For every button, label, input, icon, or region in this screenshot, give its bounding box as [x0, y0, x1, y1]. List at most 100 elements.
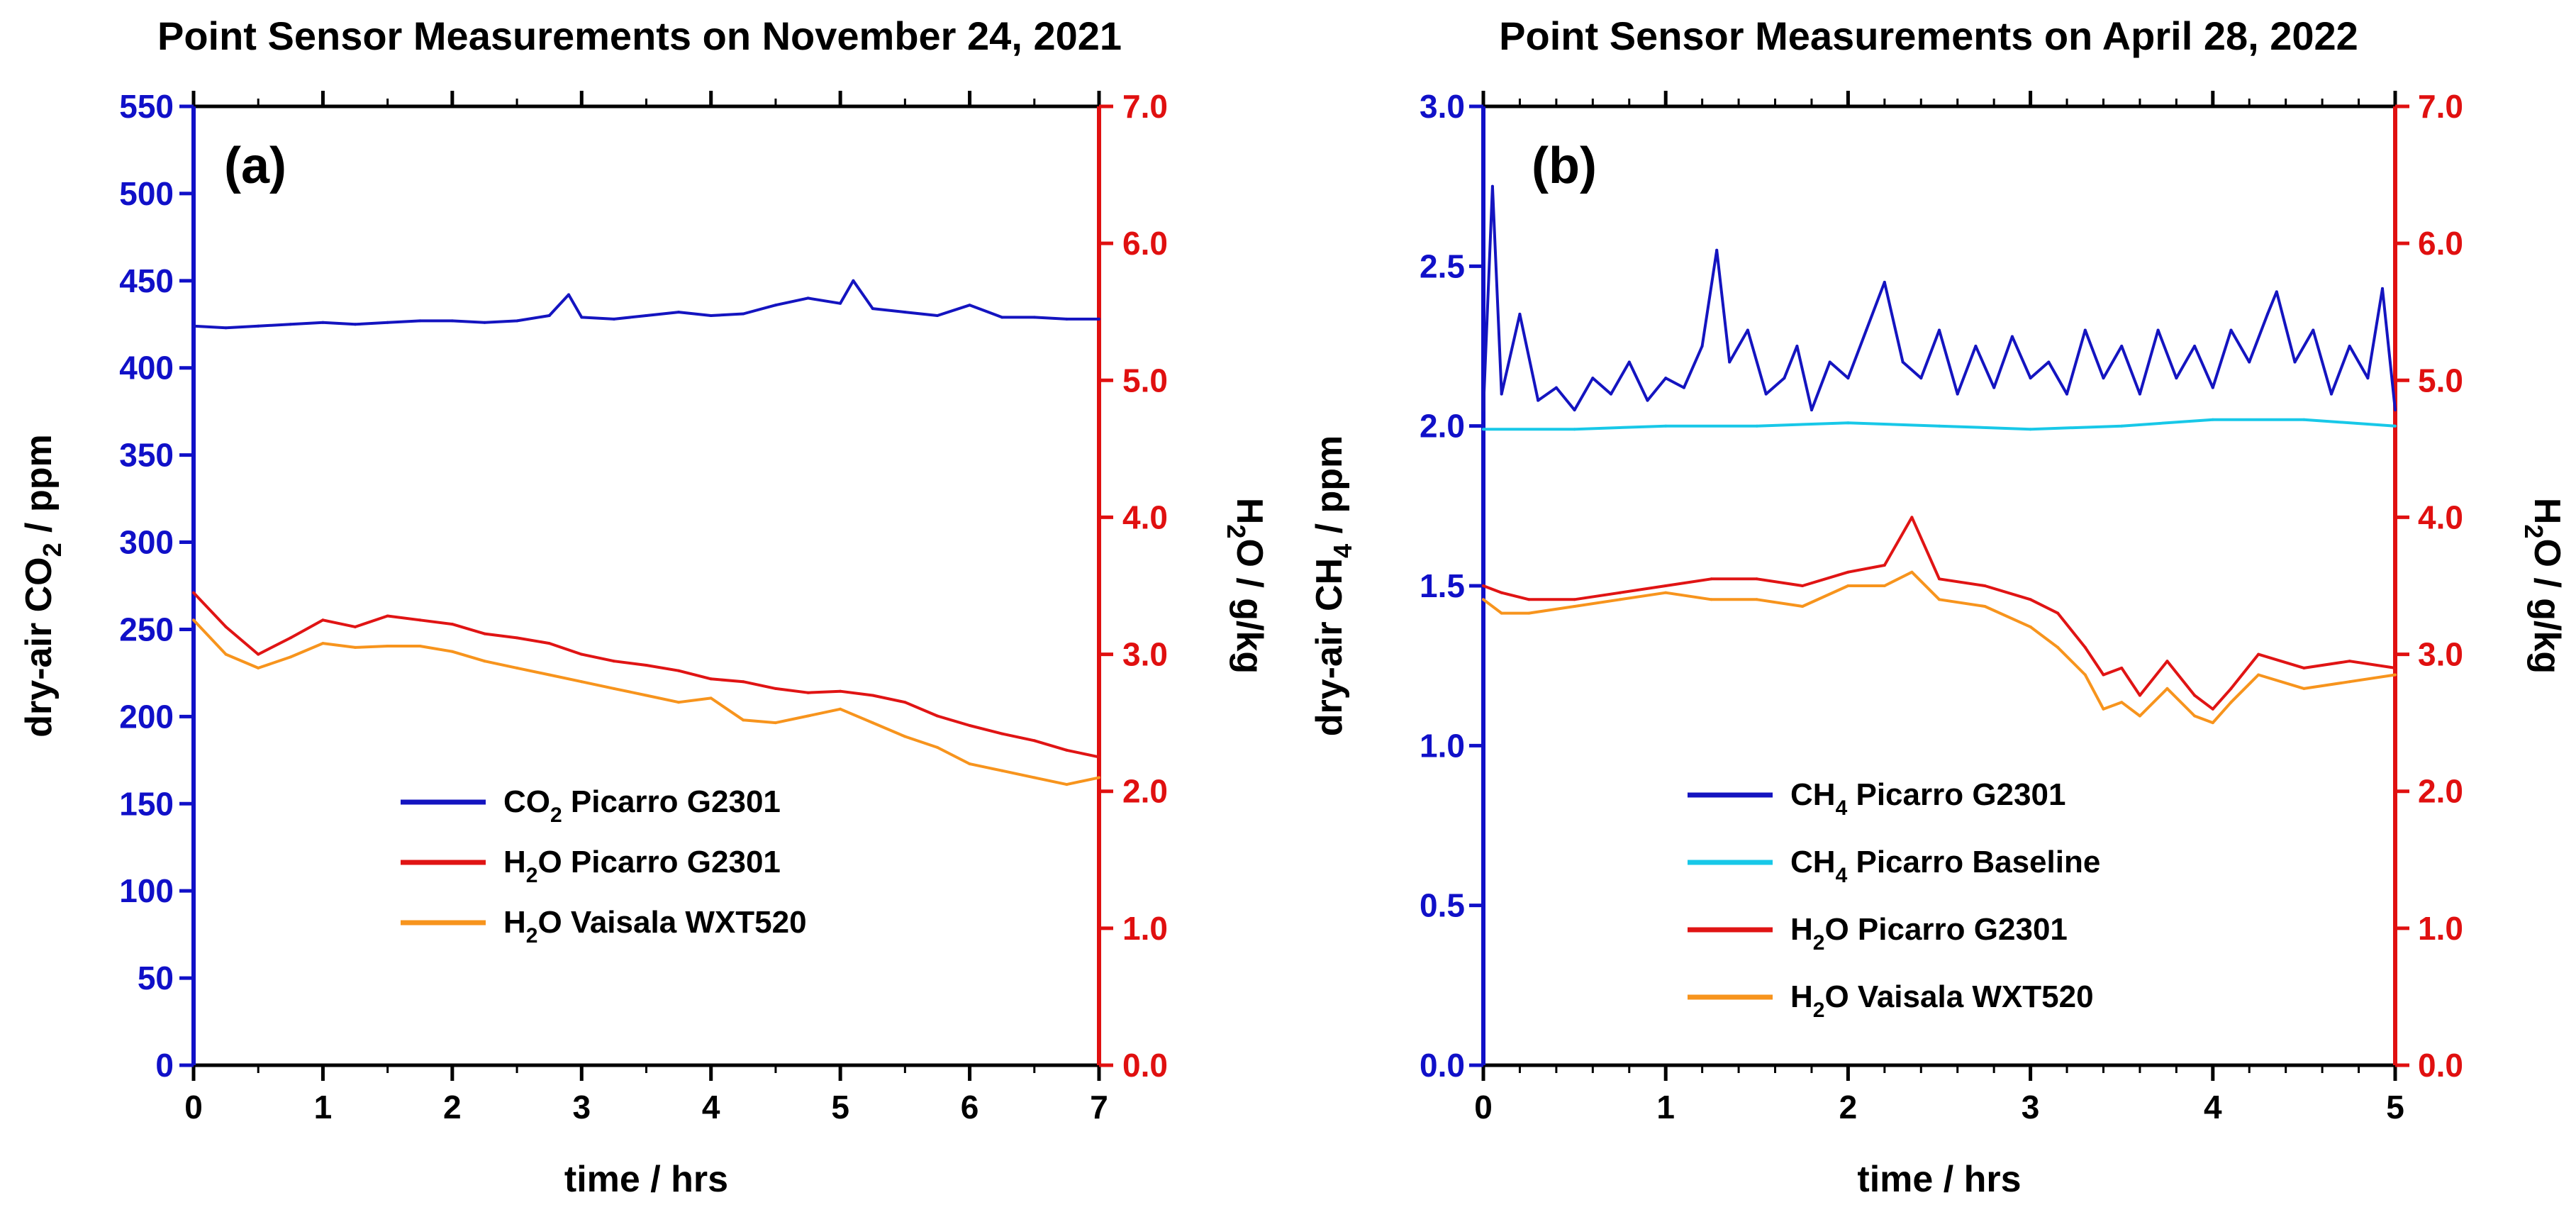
legend-entry-subscript: 4 [1836, 864, 1848, 887]
data-point-ch4 [2229, 328, 2233, 332]
legend-entry-part1: H [1790, 979, 1813, 1014]
series-line-h2o_vaisala [1482, 570, 2396, 725]
data-point-ch4 [2193, 345, 2197, 348]
data-point-ch4 [1938, 328, 1941, 332]
legend-entry-subscript: 2 [526, 864, 538, 887]
data-point-h2o_picarro [1573, 598, 1576, 601]
data-point-h2o_picarro [1000, 732, 1004, 735]
data-point-h2o_vaisala [2302, 687, 2306, 690]
data-point-h2o_picarro [774, 687, 777, 690]
x-tick-label: 2 [1839, 1089, 1858, 1126]
data-point-baseline [2120, 424, 2124, 428]
data-point-co2 [806, 296, 810, 300]
y-left-tick-label: 550 [119, 88, 174, 125]
chart-title: Point Sensor Measurements on November 24… [157, 13, 1122, 58]
data-point-h2o_vaisala [1910, 570, 1914, 574]
x-tick-label: 5 [2386, 1089, 2404, 1126]
data-point-co2 [677, 311, 681, 314]
data-point-h2o_vaisala [2056, 645, 2060, 649]
data-point-ch4 [1715, 248, 1719, 252]
series-line-co2 [193, 279, 1099, 330]
data-point-baseline [1482, 428, 1485, 431]
data-point-ch4 [1537, 399, 1540, 402]
x-tick-label: 3 [2022, 1089, 2040, 1126]
data-point-h2o_vaisala [1482, 598, 1485, 601]
data-point-co2 [1032, 316, 1036, 319]
data-point-h2o_vaisala [871, 721, 874, 725]
data-point-co2 [871, 307, 874, 311]
data-point-co2 [354, 323, 357, 326]
x-tick-label: 2 [443, 1089, 462, 1126]
data-point-ch4 [2175, 377, 2178, 380]
data-point-ch4 [2138, 392, 2141, 396]
data-point-h2o_picarro [1938, 577, 1941, 581]
data-point-h2o_picarro [547, 642, 551, 645]
y-right-tick-label: 7.0 [1122, 88, 1168, 125]
y-left-tick-label: 200 [119, 698, 174, 735]
y-right-tick-label: 4.0 [2418, 499, 2463, 535]
y-right-axis-label-part1: H [1229, 498, 1270, 525]
data-point-h2o_vaisala [2165, 687, 2169, 690]
data-point-h2o_picarro [2302, 666, 2306, 669]
data-point-h2o_picarro [1910, 516, 1914, 519]
data-point-co2 [742, 312, 745, 316]
data-point-baseline [2211, 418, 2214, 421]
y-right-axis-label: H2O / g/kg [2519, 498, 2567, 674]
data-point-ch4 [2010, 335, 2014, 338]
data-point-h2o_picarro [2120, 666, 2124, 669]
data-point-h2o_vaisala [450, 650, 454, 653]
data-point-h2o_vaisala [2257, 673, 2260, 677]
data-point-h2o_vaisala [2193, 714, 2197, 718]
legend-entry: H2O Vaisala WXT520 [503, 905, 807, 948]
data-point-h2o_vaisala [936, 745, 939, 749]
data-point-ch4 [1682, 386, 1685, 389]
y-right-axis-label-subscript: 2 [1222, 524, 1251, 538]
legend-entry-part2: O Picarro G2301 [537, 845, 780, 879]
data-point-h2o_vaisala [354, 645, 357, 649]
data-point-h2o_picarro [1032, 739, 1036, 743]
y-left-tick-label: 500 [119, 175, 174, 212]
y-left-tick-label: 150 [119, 785, 174, 822]
x-tick-label: 4 [2204, 1089, 2222, 1126]
data-point-ch4 [2366, 377, 2370, 380]
data-point-h2o_vaisala [903, 735, 907, 738]
y-right-axis-label: H2O / g/kg [1222, 498, 1270, 674]
y-left-tick-label: 0.5 [1420, 887, 1465, 924]
x-tick-label: 0 [184, 1089, 203, 1126]
data-point-ch4 [2312, 328, 2315, 332]
y-left-tick-label: 50 [138, 960, 174, 996]
data-point-h2o_picarro [1482, 584, 1485, 587]
data-point-h2o_picarro [2211, 707, 2214, 711]
data-point-h2o_picarro [515, 636, 519, 640]
data-point-h2o_picarro [354, 625, 357, 628]
data-point-h2o_picarro [386, 614, 389, 618]
data-point-ch4 [2275, 290, 2278, 294]
data-point-h2o_picarro [2056, 611, 2060, 615]
data-point-h2o_picarro [903, 701, 907, 704]
panel-label: (b) [1532, 138, 1597, 194]
data-point-h2o_picarro [1664, 584, 1668, 587]
legend-entry: CH4 Picarro G2301 [1790, 777, 2065, 820]
data-point-baseline [1755, 424, 1758, 428]
data-point-h2o_picarro [871, 694, 874, 697]
data-point-h2o_picarro [2138, 694, 2141, 697]
data-point-h2o_vaisala [2229, 701, 2233, 704]
data-point-ch4 [1883, 280, 1886, 284]
data-point-ch4 [1482, 409, 1485, 412]
data-point-h2o_picarro [2348, 660, 2351, 663]
data-point-h2o_vaisala [1938, 598, 1941, 601]
data-point-h2o_vaisala [1065, 783, 1069, 787]
data-point-h2o_vaisala [1573, 605, 1576, 608]
data-point-h2o_vaisala [1883, 584, 1886, 587]
data-point-h2o_vaisala [2029, 625, 2032, 628]
data-point-ch4 [2330, 392, 2333, 396]
series-line-h2o_vaisala [192, 618, 1100, 787]
data-point-h2o_picarro [2257, 652, 2260, 656]
data-point-co2 [709, 314, 713, 317]
data-point-h2o_vaisala [2138, 714, 2141, 718]
data-point-h2o_picarro [709, 677, 713, 681]
data-point-co2 [612, 317, 615, 321]
data-point-co2 [483, 321, 486, 324]
data-point-h2o_vaisala [806, 714, 810, 718]
